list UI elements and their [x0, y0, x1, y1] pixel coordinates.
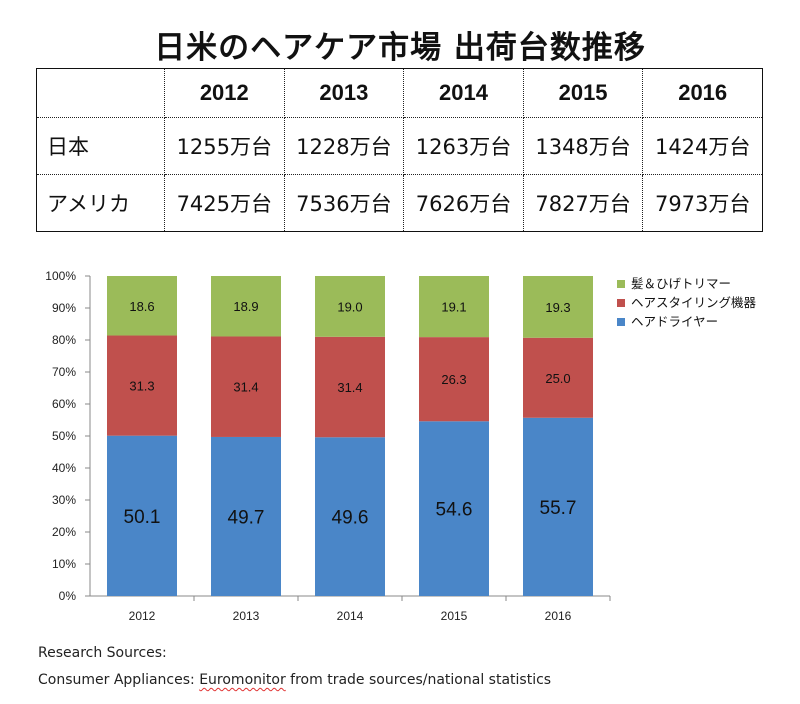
row-label-japan: 日本: [36, 117, 165, 176]
legend-swatch: [617, 299, 625, 307]
y-tick-label: 30%: [52, 493, 76, 507]
table-header-cell: 2013: [283, 67, 405, 119]
bar-segment: [419, 337, 489, 422]
data-label: 54.6: [436, 500, 473, 521]
row-label-usa: アメリカ: [36, 174, 165, 232]
y-tick-label: 10%: [52, 557, 76, 571]
table-header-cell: 2014: [403, 67, 524, 119]
sources-marked-word: Euromonitor: [199, 672, 286, 688]
y-tick-label: 0%: [59, 589, 77, 603]
data-label: 50.1: [124, 507, 161, 528]
x-tick-label: 2014: [337, 609, 364, 623]
y-tick-label: 80%: [52, 333, 76, 347]
x-tick-label: 2015: [441, 609, 468, 623]
x-tick-label: 2013: [233, 609, 260, 623]
bar-segment: [211, 336, 281, 437]
table-cell: 7536万台: [283, 174, 405, 232]
table-header-cell: 2015: [522, 67, 644, 119]
sources-line-prefix: Consumer Appliances:: [38, 672, 200, 688]
bar-segment: [107, 276, 177, 336]
bar-segment: [523, 276, 593, 338]
legend-label: ヘアドライヤー: [631, 315, 718, 329]
data-label: 25.0: [545, 371, 570, 386]
sources-block: Research Sources: Consumer Appliances: E…: [38, 640, 551, 694]
data-label: 19.0: [337, 299, 362, 314]
data-label: 18.6: [129, 299, 154, 314]
table-header-cell: 2016: [642, 67, 763, 119]
table-cell: 7425万台: [164, 174, 285, 232]
sources-heading: Research Sources:: [38, 645, 167, 661]
stacked-bar-chart: 0% 10% 20% 30% 40% 50% 60% 70% 80% 90% 100% 50.1 31.…: [0, 258, 800, 638]
x-tick-label: 2016: [545, 609, 572, 623]
table-cell: 1255万台: [164, 117, 285, 176]
bar-segment: [107, 335, 177, 436]
data-label: 55.7: [540, 498, 577, 519]
bar-segment: [211, 276, 281, 337]
bar-segment: [315, 276, 385, 337]
y-tick-label: 50%: [52, 429, 76, 443]
data-label: 19.3: [545, 300, 570, 315]
bar-segment: [211, 436, 281, 596]
data-label: 19.1: [441, 300, 466, 315]
chart-svg: 0% 10% 20% 30% 40% 50% 60% 70% 80% 90% 100% 50.1 31.…: [45, 269, 757, 623]
bar-segment: [315, 336, 385, 438]
bar-segment: [315, 437, 385, 596]
table-row: アメリカ 7425万台 7536万台 7626万台 7827万台 7973万台: [36, 174, 763, 232]
table-corner-cell: [36, 67, 165, 119]
y-tick-label: 90%: [52, 301, 76, 315]
table-header-cell: 2012: [164, 67, 285, 119]
data-label: 49.6: [332, 508, 369, 529]
data-label: 31.4: [337, 380, 362, 395]
legend-swatch: [617, 318, 625, 326]
y-tick-label: 70%: [52, 365, 76, 379]
bar-segment: [523, 337, 593, 418]
bar-segment: [419, 421, 489, 596]
table-cell: 1348万台: [522, 117, 644, 176]
data-label: 26.3: [441, 372, 466, 387]
table-header-row: 2012 2013 2014 2015 2016: [36, 67, 763, 119]
data-label: 31.3: [129, 379, 154, 394]
table-cell: 7973万台: [642, 174, 763, 232]
y-tick-label: 100%: [45, 269, 76, 283]
data-label: 49.7: [228, 507, 265, 528]
legend-label: ヘアスタイリング機器: [631, 295, 757, 310]
shipment-table: 2012 2013 2014 2015 2016 日本 1255万台 1228万…: [36, 67, 763, 232]
bar-segment: [107, 435, 177, 596]
x-tick-label: 2012: [129, 609, 156, 623]
data-label: 18.9: [233, 299, 258, 314]
page-title: 日米のヘアケア市場 出荷台数推移: [154, 30, 646, 66]
table-cell: 1263万台: [403, 117, 524, 176]
bar-segment: [523, 417, 593, 596]
table-row: 日本 1255万台 1228万台 1263万台 1348万台 1424万台: [36, 117, 763, 176]
table-cell: 1228万台: [283, 117, 405, 176]
data-label: 31.4: [233, 380, 258, 395]
legend-label: 髪＆ひげトリマー: [631, 277, 731, 291]
bar-segment: [419, 276, 489, 338]
y-tick-label: 40%: [52, 461, 76, 475]
legend-swatch: [617, 280, 625, 288]
y-tick-label: 60%: [52, 397, 76, 411]
table-cell: 7827万台: [522, 174, 644, 232]
y-tick-label: 20%: [52, 525, 76, 539]
sources-line-suffix: from trade sources/national statistics: [285, 672, 552, 688]
table-cell: 1424万台: [642, 117, 763, 176]
sources-line: Consumer Appliances: Euromonitor from tr…: [38, 667, 551, 694]
table-cell: 7626万台: [403, 174, 524, 232]
